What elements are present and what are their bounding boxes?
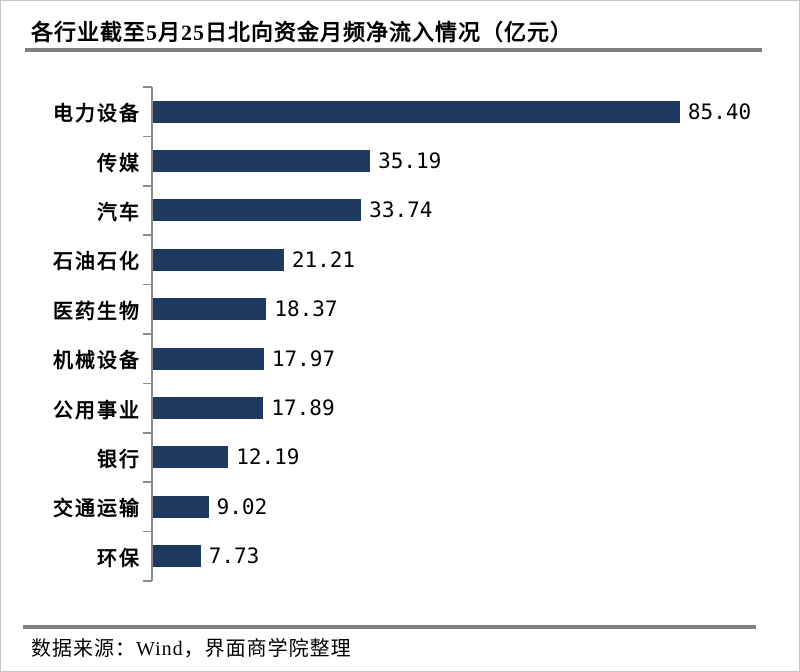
- axis-tick: [143, 185, 152, 187]
- bar-row: 石油石化 21.21: [1, 235, 799, 284]
- footer-divider: [23, 625, 756, 629]
- bar: [153, 199, 362, 222]
- value-label: 21.21: [291, 247, 356, 272]
- bar-row: 机械设备 17.97: [1, 334, 799, 383]
- bar: [153, 298, 267, 321]
- axis-tick: [143, 481, 152, 483]
- bar: [153, 545, 201, 568]
- category-label: 医药生物: [53, 300, 141, 323]
- category-label: 机械设备: [53, 350, 141, 373]
- axis-tick: [143, 86, 152, 88]
- bar-chart: 电力设备 85.40 传媒 35.19 汽车 33.74 石油石化 21.21 …: [1, 86, 799, 582]
- bar-row: 汽车 33.74: [1, 186, 799, 235]
- chart-title: 各行业截至5月25日北向资金月频净流入情况（亿元）: [31, 20, 574, 45]
- value-label: 17.97: [271, 346, 336, 371]
- bar: [153, 100, 680, 123]
- bar-rows: 电力设备 85.40 传媒 35.19 汽车 33.74 石油石化 21.21 …: [1, 87, 799, 581]
- bar: [153, 495, 209, 518]
- bar: [153, 150, 371, 173]
- value-label: 9.02: [216, 494, 268, 519]
- title-divider: [25, 48, 762, 52]
- bar-row: 环保 7.73: [1, 532, 799, 581]
- category-label: 银行: [97, 448, 141, 471]
- bar-row: 公用事业 17.89: [1, 383, 799, 432]
- value-label: 18.37: [274, 297, 338, 322]
- value-label: 7.73: [208, 544, 260, 569]
- bar-row: 电力设备 85.40: [1, 87, 799, 136]
- axis-tick: [143, 530, 152, 533]
- axis-tick: [143, 382, 152, 385]
- value-label: 12.19: [236, 445, 300, 470]
- value-label: 17.89: [271, 396, 335, 421]
- bar-row: 银行 12.19: [1, 433, 799, 482]
- category-label: 石油石化: [53, 251, 141, 274]
- axis-tick: [143, 135, 152, 138]
- value-label: 85.40: [687, 99, 752, 124]
- bar: [153, 446, 229, 469]
- category-label: 传媒: [97, 152, 141, 175]
- bar: [153, 347, 264, 370]
- value-label: 33.74: [369, 198, 433, 223]
- category-label: 公用事业: [53, 399, 141, 422]
- axis-tick: [143, 234, 152, 236]
- axis-tick: [143, 580, 152, 582]
- value-label: 35.19: [378, 149, 442, 174]
- category-label: 电力设备: [53, 103, 141, 126]
- bar: [153, 397, 264, 420]
- axis-tick: [143, 283, 152, 286]
- axis-tick: [143, 432, 152, 434]
- y-axis-line: [151, 87, 153, 581]
- category-label: 环保: [97, 547, 141, 570]
- category-label: 交通运输: [53, 498, 141, 521]
- bar-row: 传媒 35.19: [1, 136, 799, 185]
- bar-row: 交通运输 9.02: [1, 482, 799, 531]
- category-label: 汽车: [97, 201, 141, 224]
- data-source-note: 数据来源：Wind，界面商学院整理: [31, 638, 352, 660]
- axis-tick: [143, 333, 152, 335]
- bar: [153, 248, 284, 271]
- bar-row: 医药生物 18.37: [1, 285, 799, 334]
